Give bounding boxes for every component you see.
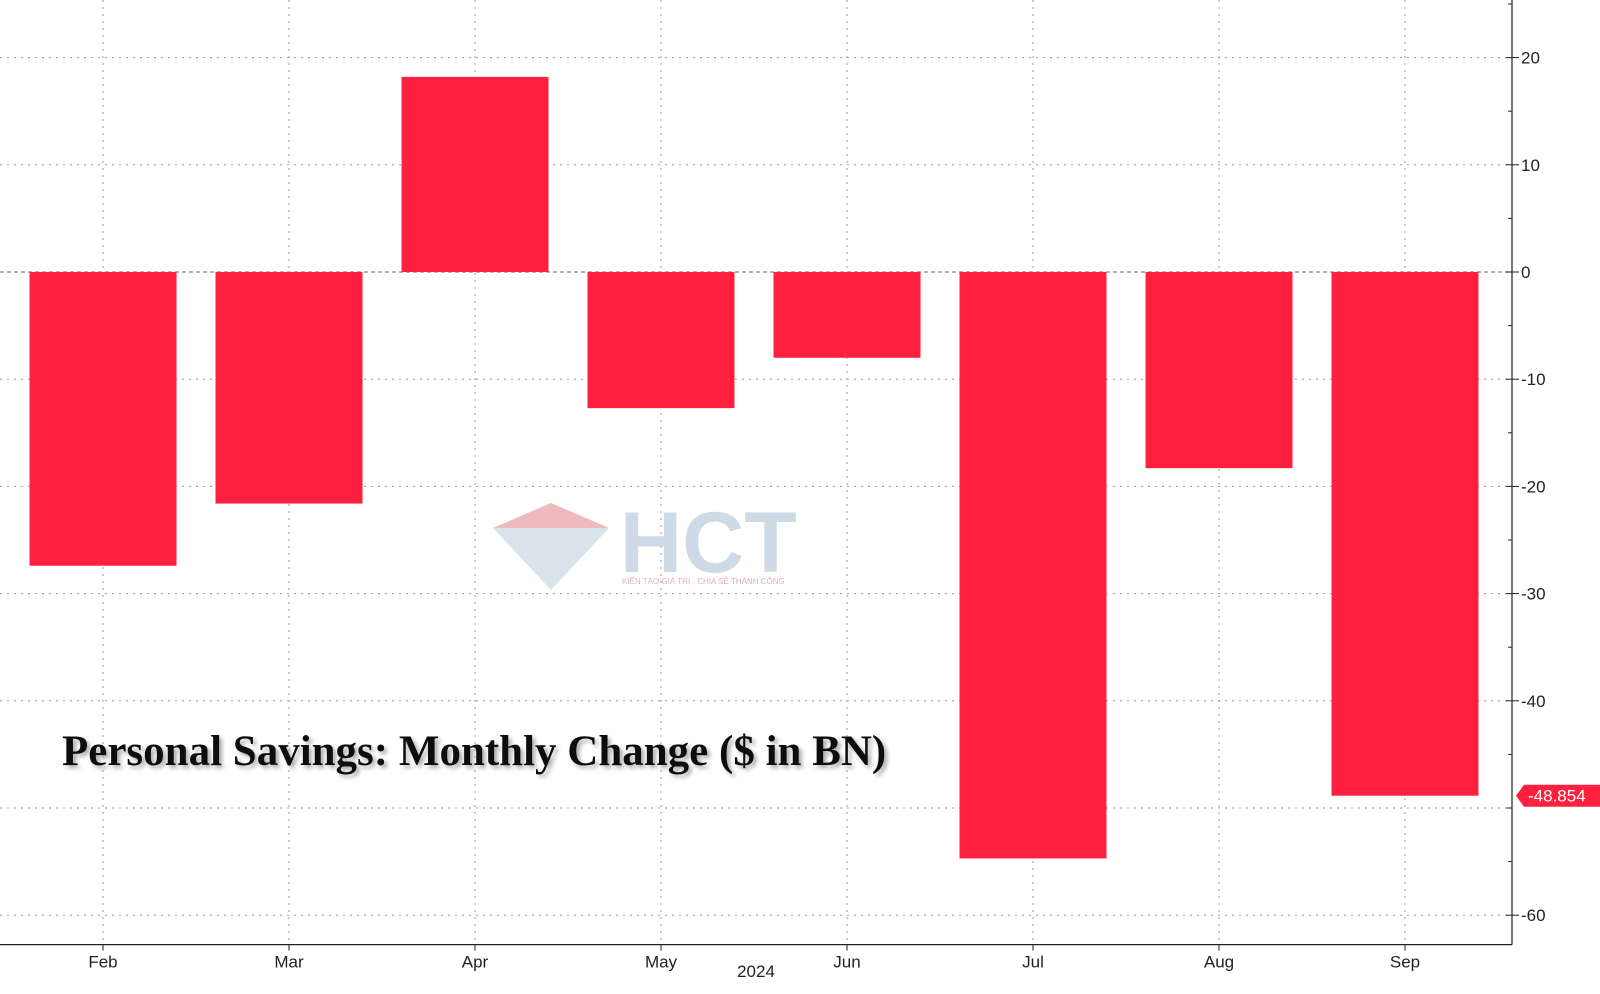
x-tick-label: Feb — [88, 953, 117, 972]
x-tick-label: Sep — [1390, 953, 1420, 972]
last-value-marker: -48.854 — [1516, 784, 1600, 807]
y-axis: -60 -40 -30 -20 -10 0 10 20 — [0, 0, 1546, 946]
bar-jun — [773, 272, 921, 358]
y-tick-label: 20 — [1521, 49, 1540, 68]
y-tick-label: 0 — [1521, 263, 1530, 282]
bar-may — [587, 272, 735, 409]
bar-feb — [29, 272, 177, 566]
x-tick-label: Aug — [1204, 953, 1234, 972]
x-axis-year-label: 2024 — [737, 962, 775, 981]
bar-apr — [401, 76, 549, 272]
bar-sep — [1331, 272, 1479, 796]
x-axis: Feb Mar Apr May Jun Jul Aug Sep — [88, 944, 1420, 972]
y-tick-label: -30 — [1521, 585, 1546, 604]
y-tick-label: -10 — [1521, 370, 1546, 389]
x-tick-label: May — [645, 953, 678, 972]
x-tick-label: Jun — [833, 953, 860, 972]
x-tick-label: Apr — [462, 953, 489, 972]
bar-jul — [959, 272, 1107, 859]
chart-title: Personal Savings: Monthly Change ($ in B… — [62, 728, 886, 775]
hct-watermark: HCT KIẾN TẠO GIÁ TRỊ - CHIA SẺ THÀNH CÔN… — [493, 495, 797, 591]
bar-mar — [215, 272, 363, 504]
y-tick-label: 10 — [1521, 156, 1540, 175]
x-tick-label: Mar — [274, 953, 304, 972]
bar-aug — [1145, 272, 1293, 469]
last-value-label: -48.854 — [1528, 787, 1586, 806]
watermark-text: HCT — [620, 495, 797, 591]
last-value-badge — [1516, 784, 1600, 807]
watermark-logo-top-icon — [493, 503, 609, 528]
y-tick-label: -40 — [1521, 692, 1546, 711]
y-tick-label: -20 — [1521, 477, 1546, 496]
watermark-tagline: KIẾN TẠO GIÁ TRỊ - CHIA SẺ THÀNH CÔNG — [622, 576, 785, 586]
bars — [29, 76, 1479, 859]
x-tick-label: Jul — [1022, 953, 1044, 972]
y-tick-label: -60 — [1521, 906, 1546, 925]
